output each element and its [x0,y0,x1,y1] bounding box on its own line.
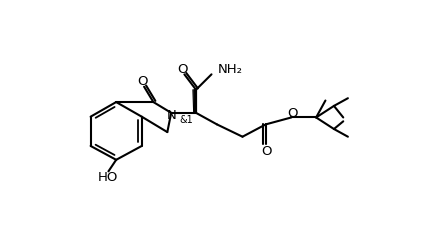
Text: O: O [177,63,187,75]
Text: O: O [261,144,272,157]
Text: O: O [288,106,298,119]
Text: O: O [137,75,148,88]
Text: &1: &1 [179,114,193,124]
Text: NH₂: NH₂ [218,63,242,76]
Text: N: N [167,108,177,121]
Text: HO: HO [98,171,119,183]
